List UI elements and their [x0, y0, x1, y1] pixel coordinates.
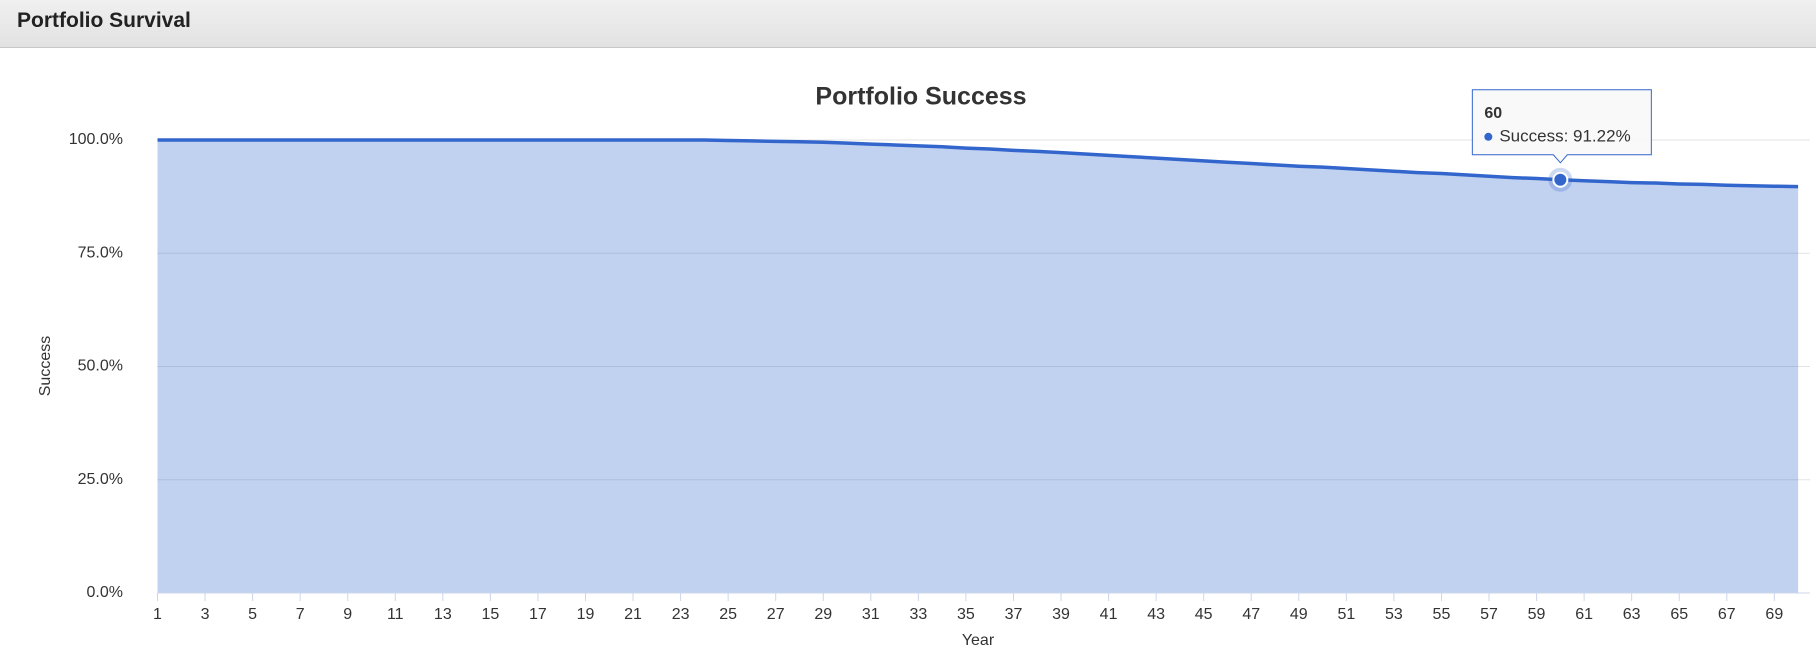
x-tick-label: 9: [343, 606, 352, 623]
x-tick-label: 51: [1337, 606, 1355, 623]
x-tick-label: 19: [577, 606, 595, 623]
y-tick-label: 50.0%: [78, 358, 123, 375]
x-tick-label: 29: [814, 606, 832, 623]
tooltip-title: 60: [1484, 105, 1502, 122]
x-tick-label: 57: [1480, 606, 1498, 623]
x-tick-label: 69: [1765, 606, 1783, 623]
x-tick-label: 45: [1195, 606, 1213, 623]
x-tick-label: 3: [201, 606, 210, 623]
x-tick-label: 61: [1575, 606, 1593, 623]
x-tick-label: 13: [434, 606, 452, 623]
x-tick-label: 31: [862, 606, 880, 623]
x-tick-label: 37: [1005, 606, 1023, 623]
x-tick-label: 53: [1385, 606, 1403, 623]
x-tick-label: 17: [529, 606, 547, 623]
chart: Portfolio Success Year Success 0.0% 25.0%…: [37, 83, 1810, 649]
x-axis-label: Year: [962, 632, 995, 649]
x-tick-label: 23: [672, 606, 690, 623]
x-tick-label: 7: [296, 606, 305, 623]
x-tick-label: 67: [1718, 606, 1736, 623]
x-tick-label: 25: [719, 606, 737, 623]
x-tick-label: 59: [1528, 606, 1546, 623]
y-tick-label: 75.0%: [78, 244, 123, 261]
x-tick-label: 21: [624, 606, 642, 623]
x-tick-label: 27: [767, 606, 785, 623]
header-bar: Portfolio Survival: [0, 0, 1816, 48]
x-tick-label: 15: [481, 606, 499, 623]
hover-marker: [1552, 171, 1569, 188]
x-tick-label: 41: [1100, 606, 1118, 623]
x-tick-label: 43: [1147, 606, 1165, 623]
x-tick-label: 49: [1290, 606, 1308, 623]
y-axis-label: Success: [37, 336, 54, 396]
x-tick-label: 47: [1242, 606, 1260, 623]
chart-title: Portfolio Success: [815, 83, 1026, 111]
x-tick-label: 65: [1670, 606, 1688, 623]
tooltip-bullet: [1484, 132, 1493, 141]
y-tick-label: 100.0%: [69, 131, 123, 148]
header-title: Portfolio Survival: [17, 9, 191, 32]
y-tick-label: 25.0%: [78, 471, 123, 488]
x-tick-label: 55: [1433, 606, 1451, 623]
x-tick-label: 11: [387, 606, 404, 623]
x-tick-label: 5: [248, 606, 257, 623]
area-line: [157, 138, 1799, 189]
y-tick-label: 0.0%: [87, 584, 123, 601]
area-fill: [157, 140, 1799, 593]
x-tick-label: 33: [909, 606, 927, 623]
tooltip-text: Success: 91.22%: [1499, 126, 1630, 145]
x-tick-label: 1: [153, 606, 162, 623]
x-tick-label: 39: [1052, 606, 1070, 623]
tooltip: 60 Success: 91.22%: [1471, 89, 1652, 164]
x-tick-label: 63: [1623, 606, 1641, 623]
x-tick-label: 35: [957, 606, 975, 623]
tooltip-box: [1471, 89, 1652, 164]
